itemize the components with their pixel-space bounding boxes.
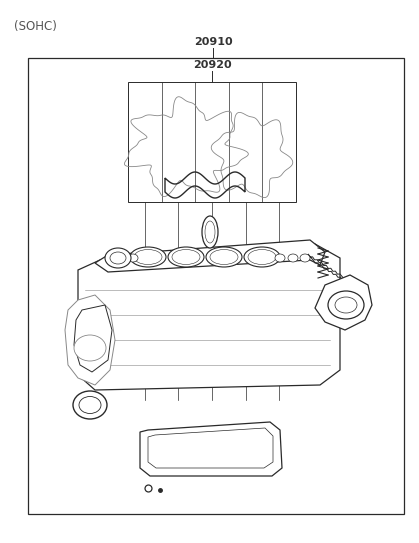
Ellipse shape <box>112 251 128 265</box>
Ellipse shape <box>275 254 285 262</box>
Ellipse shape <box>79 396 101 414</box>
Text: (SOHC): (SOHC) <box>14 20 57 33</box>
Ellipse shape <box>328 291 364 319</box>
Ellipse shape <box>300 254 310 262</box>
Polygon shape <box>65 295 115 385</box>
Ellipse shape <box>117 254 127 262</box>
Ellipse shape <box>202 216 218 248</box>
Polygon shape <box>140 422 282 476</box>
Ellipse shape <box>288 254 298 262</box>
Polygon shape <box>95 240 325 272</box>
Polygon shape <box>78 244 340 390</box>
Ellipse shape <box>105 248 131 268</box>
Bar <box>128 82 296 202</box>
Ellipse shape <box>244 247 280 267</box>
Ellipse shape <box>128 254 138 262</box>
Polygon shape <box>315 275 372 330</box>
Ellipse shape <box>130 247 166 267</box>
Text: 20920: 20920 <box>193 60 231 70</box>
Ellipse shape <box>73 391 107 419</box>
Ellipse shape <box>206 247 242 267</box>
Ellipse shape <box>168 247 204 267</box>
Bar <box>28 58 404 514</box>
Ellipse shape <box>74 335 106 361</box>
Text: 20910: 20910 <box>194 37 232 47</box>
